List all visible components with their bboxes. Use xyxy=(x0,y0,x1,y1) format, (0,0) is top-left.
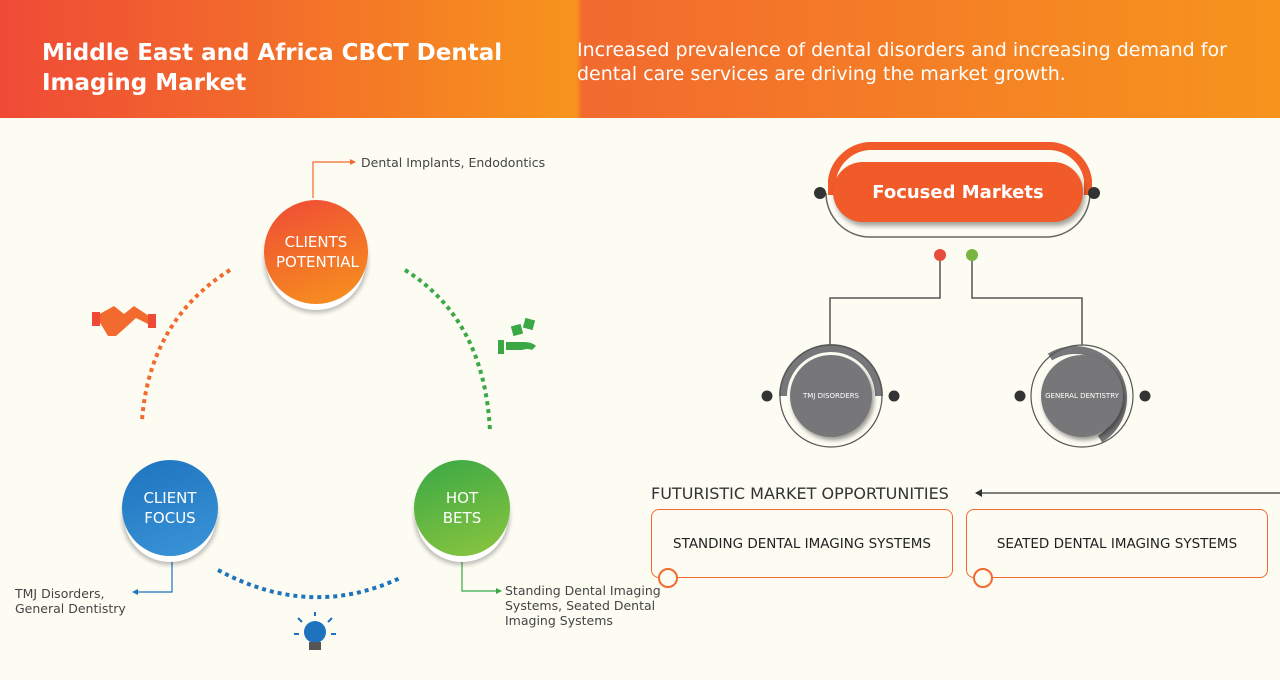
box-knob xyxy=(658,568,678,588)
market-general-dentistry: GENERAL DENTISTRY xyxy=(1041,355,1123,437)
page-subtitle: Increased prevalence of dental disorders… xyxy=(577,39,1227,85)
clients-potential-circle: CLIENTS POTENTIAL xyxy=(264,200,368,304)
handshake-icon xyxy=(92,306,156,336)
opportunity-standing: STANDING DENTAL IMAGING SYSTEMS xyxy=(651,509,953,578)
money-hand-icon xyxy=(498,317,536,354)
hot-bets-note: Standing Dental Imaging Systems, Seated … xyxy=(505,583,661,628)
focused-arc-top xyxy=(828,141,1092,195)
clients-potential-note: Dental Implants, Endodontics xyxy=(361,155,546,170)
box-knob xyxy=(973,568,993,588)
green-dot xyxy=(966,249,978,261)
orange-dotted-arc xyxy=(140,268,232,421)
note-connector xyxy=(312,161,350,198)
page-title: Middle East and Africa CBCT Dental Imagi… xyxy=(42,40,503,96)
market-tmj-disorders: TMJ DISORDERS xyxy=(790,355,872,437)
green-dotted-arc xyxy=(403,268,492,433)
hot-bets-circle: HOT BETS xyxy=(414,460,510,556)
note-connector xyxy=(461,556,496,592)
lightbulb-icon xyxy=(294,612,336,650)
note-connector xyxy=(138,556,173,593)
blue-dotted-arc xyxy=(217,568,401,600)
red-dot xyxy=(934,249,946,261)
client-focus-circle: CLIENT FOCUS xyxy=(122,460,218,556)
focused-markets-pill: Focused Markets xyxy=(833,162,1083,222)
header-banner: Middle East and Africa CBCT Dental Imagi… xyxy=(0,0,1280,118)
futuristic-title: FUTURISTIC MARKET OPPORTUNITIES xyxy=(651,484,949,503)
opportunity-seated: SEATED DENTAL IMAGING SYSTEMS xyxy=(966,509,1268,578)
client-focus-note: TMJ Disorders, General Dentistry xyxy=(15,586,126,616)
